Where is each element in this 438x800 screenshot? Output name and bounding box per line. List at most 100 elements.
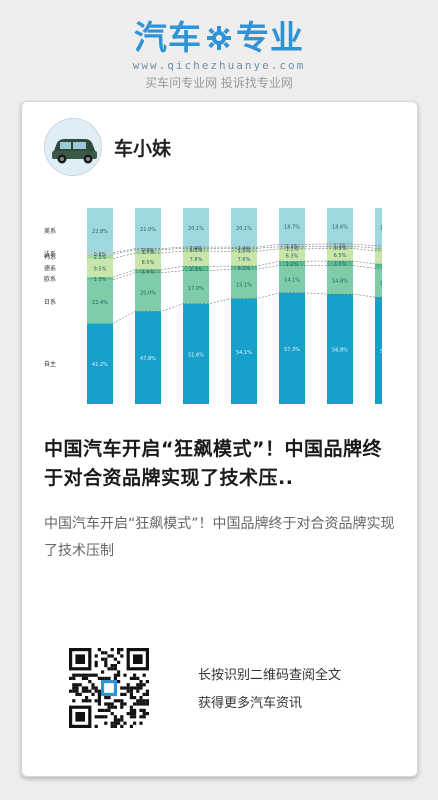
legend-label: 德系 — [44, 264, 56, 272]
qr-module — [120, 724, 124, 728]
qr-module — [123, 692, 127, 696]
gear-icon — [207, 26, 231, 50]
qr-module — [129, 715, 133, 719]
article-title[interactable]: 中国汽车开启“狂飙模式”！中国品牌终于对合资品牌实现了技术压.. — [44, 438, 382, 489]
data-label: 7.6% — [238, 257, 251, 263]
author-name: 车小妹 — [114, 137, 172, 160]
bar-segment — [231, 248, 257, 252]
legend-label: 法系 — [44, 250, 56, 258]
bar-segment — [183, 248, 209, 252]
qr-module — [97, 692, 101, 696]
bar-segment — [327, 261, 353, 266]
logo-text-left: 汽车 — [134, 18, 202, 57]
qr-module — [133, 696, 137, 700]
brand-header: 汽车 专业 www.qichezhuanye.com 买车问专业网 投诉找专业网 — [0, 18, 438, 91]
qr-module — [91, 683, 95, 687]
qr-module — [129, 686, 133, 690]
legend-label: 美系 — [44, 227, 56, 235]
qr-module — [104, 715, 108, 719]
bar-segment — [135, 272, 161, 312]
qr-module — [136, 689, 140, 693]
bar-segment — [375, 248, 382, 251]
qr-module — [142, 708, 146, 712]
qr-module — [113, 664, 117, 668]
data-label: 20.1% — [236, 226, 252, 232]
bar-segment — [183, 303, 209, 404]
qr-module — [120, 686, 124, 690]
bar-segment — [279, 244, 305, 247]
qr-module — [133, 708, 137, 712]
bar-segment — [135, 248, 161, 250]
connector-line — [112, 248, 382, 259]
qr-module — [94, 724, 98, 728]
data-label: 18.6% — [332, 224, 348, 230]
qr-module — [142, 683, 146, 687]
bar-segment — [135, 269, 161, 273]
qr-module — [85, 689, 89, 693]
qr-module — [97, 676, 101, 680]
bar-segment — [327, 294, 353, 404]
qr-finder — [75, 712, 85, 722]
qr-module — [104, 721, 108, 725]
data-label: 41.2% — [92, 362, 108, 368]
qr-module — [107, 667, 111, 671]
data-label: 54.8% — [380, 349, 382, 355]
article-card[interactable]: 车小妹 41.2% 22.4% 1.3% 9.5% 2.3% 0.8% 22.8% 47.8%… — [21, 101, 418, 777]
qr-module — [72, 676, 76, 680]
qr-module — [136, 702, 140, 706]
qr-module — [97, 648, 101, 652]
data-label: 14.1% — [284, 278, 300, 284]
bar-segment — [231, 208, 257, 248]
qr-module — [120, 648, 124, 652]
qr-module — [117, 718, 121, 722]
legend-label: 自主 — [44, 360, 56, 368]
bar-segment — [327, 248, 353, 262]
qr-module — [123, 721, 127, 725]
qr-module — [145, 680, 149, 684]
qr-module — [107, 702, 111, 706]
qr-module — [133, 686, 137, 690]
qr-module — [94, 664, 98, 668]
qr-module — [97, 702, 101, 706]
legend-label: 日系 — [44, 298, 56, 306]
qr-module — [133, 721, 137, 725]
qr-module — [107, 676, 111, 680]
bar-segment — [279, 261, 305, 266]
qr-module — [133, 673, 137, 677]
data-label: 2.3% — [94, 255, 107, 261]
car-avatar-icon — [44, 118, 102, 176]
bar-segment — [231, 298, 257, 404]
qr-module — [136, 683, 140, 687]
qr-module — [113, 676, 117, 680]
qr-module — [75, 683, 79, 687]
bar-segment — [327, 246, 353, 249]
qr-module — [113, 699, 117, 703]
bar-segment — [231, 266, 257, 270]
qr-module — [94, 689, 98, 693]
qr-module — [133, 712, 137, 716]
qr-module — [107, 654, 111, 658]
legend-label: 欧系 — [44, 275, 56, 283]
bar-segment — [375, 250, 382, 264]
qr-code[interactable] — [69, 648, 149, 728]
data-label: 1.2% — [334, 244, 347, 250]
qr-module — [120, 702, 124, 706]
bar-segment — [183, 208, 209, 248]
qr-module — [110, 705, 114, 709]
qr-module — [101, 676, 105, 680]
qr-caption: 长按识别二维码查阅全文 获得更多汽车资讯 — [198, 662, 341, 718]
qr-module — [88, 680, 92, 684]
qr-module — [104, 651, 108, 655]
qr-module — [129, 724, 133, 728]
connector-line — [112, 265, 382, 280]
qr-module — [145, 692, 149, 696]
data-label: 57.3% — [284, 347, 300, 353]
qr-module — [117, 648, 121, 652]
data-label: 22.8% — [92, 229, 108, 235]
author-info: 车小妹 — [44, 118, 171, 176]
qr-module — [104, 702, 108, 706]
qr-module — [72, 683, 76, 687]
qr-module — [110, 648, 114, 652]
qr-module — [110, 724, 114, 728]
qr-module — [72, 673, 76, 677]
